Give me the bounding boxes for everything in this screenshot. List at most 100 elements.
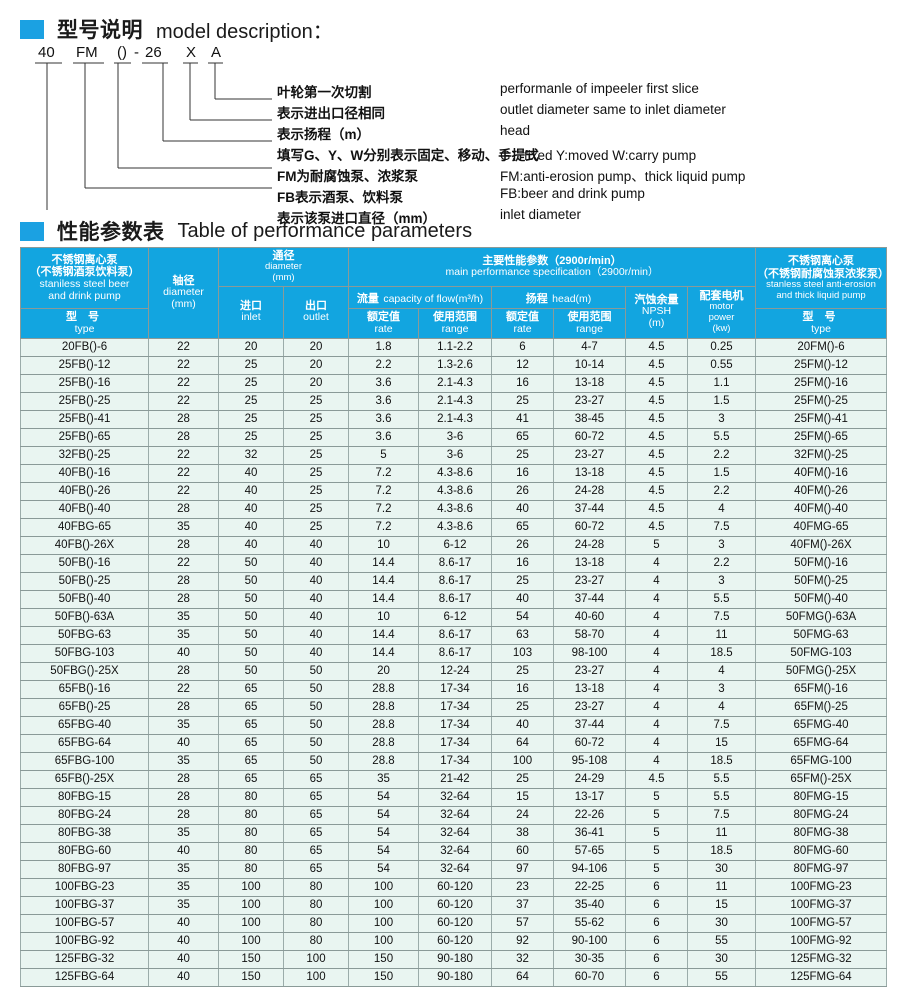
cell-inlet: 50 bbox=[218, 553, 284, 573]
cell-npsh: 5 bbox=[625, 859, 688, 879]
cell-type: 125FBG-32 bbox=[20, 949, 149, 969]
model-code-token-head: 26 bbox=[145, 44, 162, 61]
cell-shaft: 22 bbox=[148, 391, 219, 411]
cell-flow-range: 60-120 bbox=[418, 931, 492, 951]
cell-flow-range: 8.6-17 bbox=[418, 625, 492, 645]
cell-flow-rate: 28.8 bbox=[348, 715, 419, 735]
cell-npsh: 4.5 bbox=[625, 391, 688, 411]
cell-type: 65FB()-25X bbox=[20, 769, 149, 789]
cell-head-rate: 38 bbox=[491, 823, 554, 843]
cell-npsh: 4.5 bbox=[625, 427, 688, 447]
table-row: 80FBG-24 28 80 65 54 32-64 24 22-26 5 7.5 80FMG-24 bbox=[20, 805, 888, 825]
cell-flow-rate: 54 bbox=[348, 859, 419, 879]
cell-power: 5.5 bbox=[686, 769, 757, 789]
cell-flow-rate: 28.8 bbox=[348, 697, 419, 717]
cell-type: 65FBG-40 bbox=[20, 715, 149, 735]
header-flow-range-en: range bbox=[441, 322, 469, 335]
cell-flow-rate: 28.8 bbox=[348, 733, 419, 753]
cell-head-rate: 6 bbox=[491, 337, 554, 357]
cell-npsh: 5 bbox=[625, 787, 688, 807]
cell-head-range: 4-7 bbox=[553, 337, 626, 357]
cell-type-right: 80FMG-38 bbox=[755, 823, 888, 843]
cell-type: 100FBG-37 bbox=[20, 895, 149, 915]
cell-flow-rate: 14.4 bbox=[348, 553, 419, 573]
cell-power: 5.5 bbox=[686, 427, 757, 447]
table-row: 65FB()-25 28 65 50 28.8 17-34 25 23-27 4 4 65FM()-… bbox=[20, 697, 888, 717]
cell-flow-range: 17-34 bbox=[418, 733, 492, 753]
cell-flow-range: 1.3-2.6 bbox=[418, 355, 492, 375]
cell-inlet: 50 bbox=[218, 571, 284, 591]
annotation-cn-head: 表示扬程（m） bbox=[277, 127, 371, 142]
cell-flow-range: 60-120 bbox=[418, 895, 492, 915]
model-code-token-mount: () bbox=[117, 44, 127, 61]
cell-flow-rate: 2.2 bbox=[348, 355, 419, 375]
header-motor-power: 配套电机 motor power (kw) bbox=[686, 285, 757, 339]
cell-flow-range: 32-64 bbox=[418, 805, 492, 825]
cell-npsh: 4.5 bbox=[625, 499, 688, 519]
cell-npsh: 6 bbox=[625, 877, 688, 897]
cell-inlet: 50 bbox=[218, 643, 284, 663]
cell-outlet: 20 bbox=[283, 337, 349, 357]
cell-type-right: 40FM()-16 bbox=[755, 463, 888, 483]
table-row: 80FBG-15 28 80 65 54 32-64 15 13-17 5 5.5 80FMG-15 bbox=[20, 787, 888, 807]
cell-flow-range: 8.6-17 bbox=[418, 553, 492, 573]
header-npsh-en2: (m) bbox=[648, 317, 665, 330]
cell-flow-range: 17-34 bbox=[418, 697, 492, 717]
cell-shaft: 28 bbox=[148, 499, 219, 519]
cell-flow-rate: 54 bbox=[348, 823, 419, 843]
cell-npsh: 4 bbox=[625, 643, 688, 663]
header-head-cn: 扬程 bbox=[525, 292, 548, 305]
performance-title-cn: 性能参数表 bbox=[57, 221, 165, 244]
cell-flow-rate: 14.4 bbox=[348, 589, 419, 609]
cell-power: 11 bbox=[686, 625, 757, 645]
cell-flow-rate: 5 bbox=[348, 445, 419, 465]
header-shaft-cn: 轴径 bbox=[172, 274, 195, 287]
cell-outlet: 50 bbox=[283, 679, 349, 699]
cell-head-rate: 103 bbox=[491, 643, 554, 663]
cell-inlet: 65 bbox=[218, 733, 284, 753]
cell-head-range: 23-27 bbox=[553, 697, 626, 717]
cell-power: 4 bbox=[686, 697, 757, 717]
cell-outlet: 80 bbox=[283, 913, 349, 933]
cell-head-range: 37-44 bbox=[553, 589, 626, 609]
cell-type: 100FBG-57 bbox=[20, 913, 149, 933]
cell-flow-range: 90-180 bbox=[418, 967, 492, 987]
cell-outlet: 40 bbox=[283, 625, 349, 645]
cell-shaft: 28 bbox=[148, 571, 219, 591]
cell-outlet: 100 bbox=[283, 949, 349, 969]
cell-head-range: 10-14 bbox=[553, 355, 626, 375]
cell-inlet: 65 bbox=[218, 769, 284, 789]
cell-head-rate: 25 bbox=[491, 571, 554, 591]
cell-inlet: 100 bbox=[218, 877, 284, 897]
cell-inlet: 40 bbox=[218, 499, 284, 519]
performance-title-en: Table of performance parameters bbox=[177, 219, 473, 242]
cell-outlet: 50 bbox=[283, 661, 349, 681]
cell-head-range: 24-28 bbox=[553, 535, 626, 555]
cell-flow-rate: 10 bbox=[348, 535, 419, 555]
header-flow-rate-cn: 额定值 bbox=[367, 311, 400, 324]
cell-power: 7.5 bbox=[686, 805, 757, 825]
cell-type: 25FB()-16 bbox=[20, 373, 149, 393]
cell-npsh: 4 bbox=[625, 733, 688, 753]
cell-flow-range: 6-12 bbox=[418, 607, 492, 627]
cell-inlet: 40 bbox=[218, 517, 284, 537]
header-type-left: 不锈钢离心泵 （不锈钢酒泵饮料泵） staniless steel beer a… bbox=[20, 246, 149, 310]
cell-inlet: 25 bbox=[218, 409, 284, 429]
annotation-en-mounting: G：fixed Y:moved W:carry pump bbox=[500, 148, 697, 163]
table-row: 80FBG-60 40 80 65 54 32-64 60 57-65 5 18.5 80FMG-6… bbox=[20, 841, 888, 861]
header-type-left-cn1: 不锈钢离心泵 bbox=[51, 254, 118, 267]
table-row: 40FBG-65 35 40 25 7.2 4.3-8.6 65 60-72 4.5 7.5 40F… bbox=[20, 517, 888, 537]
cell-power: 18.5 bbox=[686, 841, 757, 861]
cell-head-rate: 65 bbox=[491, 517, 554, 537]
cell-flow-range: 6-12 bbox=[418, 535, 492, 555]
cell-power: 18.5 bbox=[686, 751, 757, 771]
cell-npsh: 6 bbox=[625, 931, 688, 951]
header-flow-group: 流量 capacity of flow(m³/h) bbox=[348, 285, 492, 310]
cell-shaft: 28 bbox=[148, 409, 219, 429]
cell-power: 7.5 bbox=[686, 607, 757, 627]
cell-power: 11 bbox=[686, 877, 757, 897]
cell-type-right: 25FM()-41 bbox=[755, 409, 888, 429]
cell-type-right: 50FMG()-25X bbox=[755, 661, 888, 681]
table-row: 50FB()-40 28 50 40 14.4 8.6-17 40 37-44 4 5.5 50FM… bbox=[20, 589, 888, 609]
cell-head-rate: 60 bbox=[491, 841, 554, 861]
